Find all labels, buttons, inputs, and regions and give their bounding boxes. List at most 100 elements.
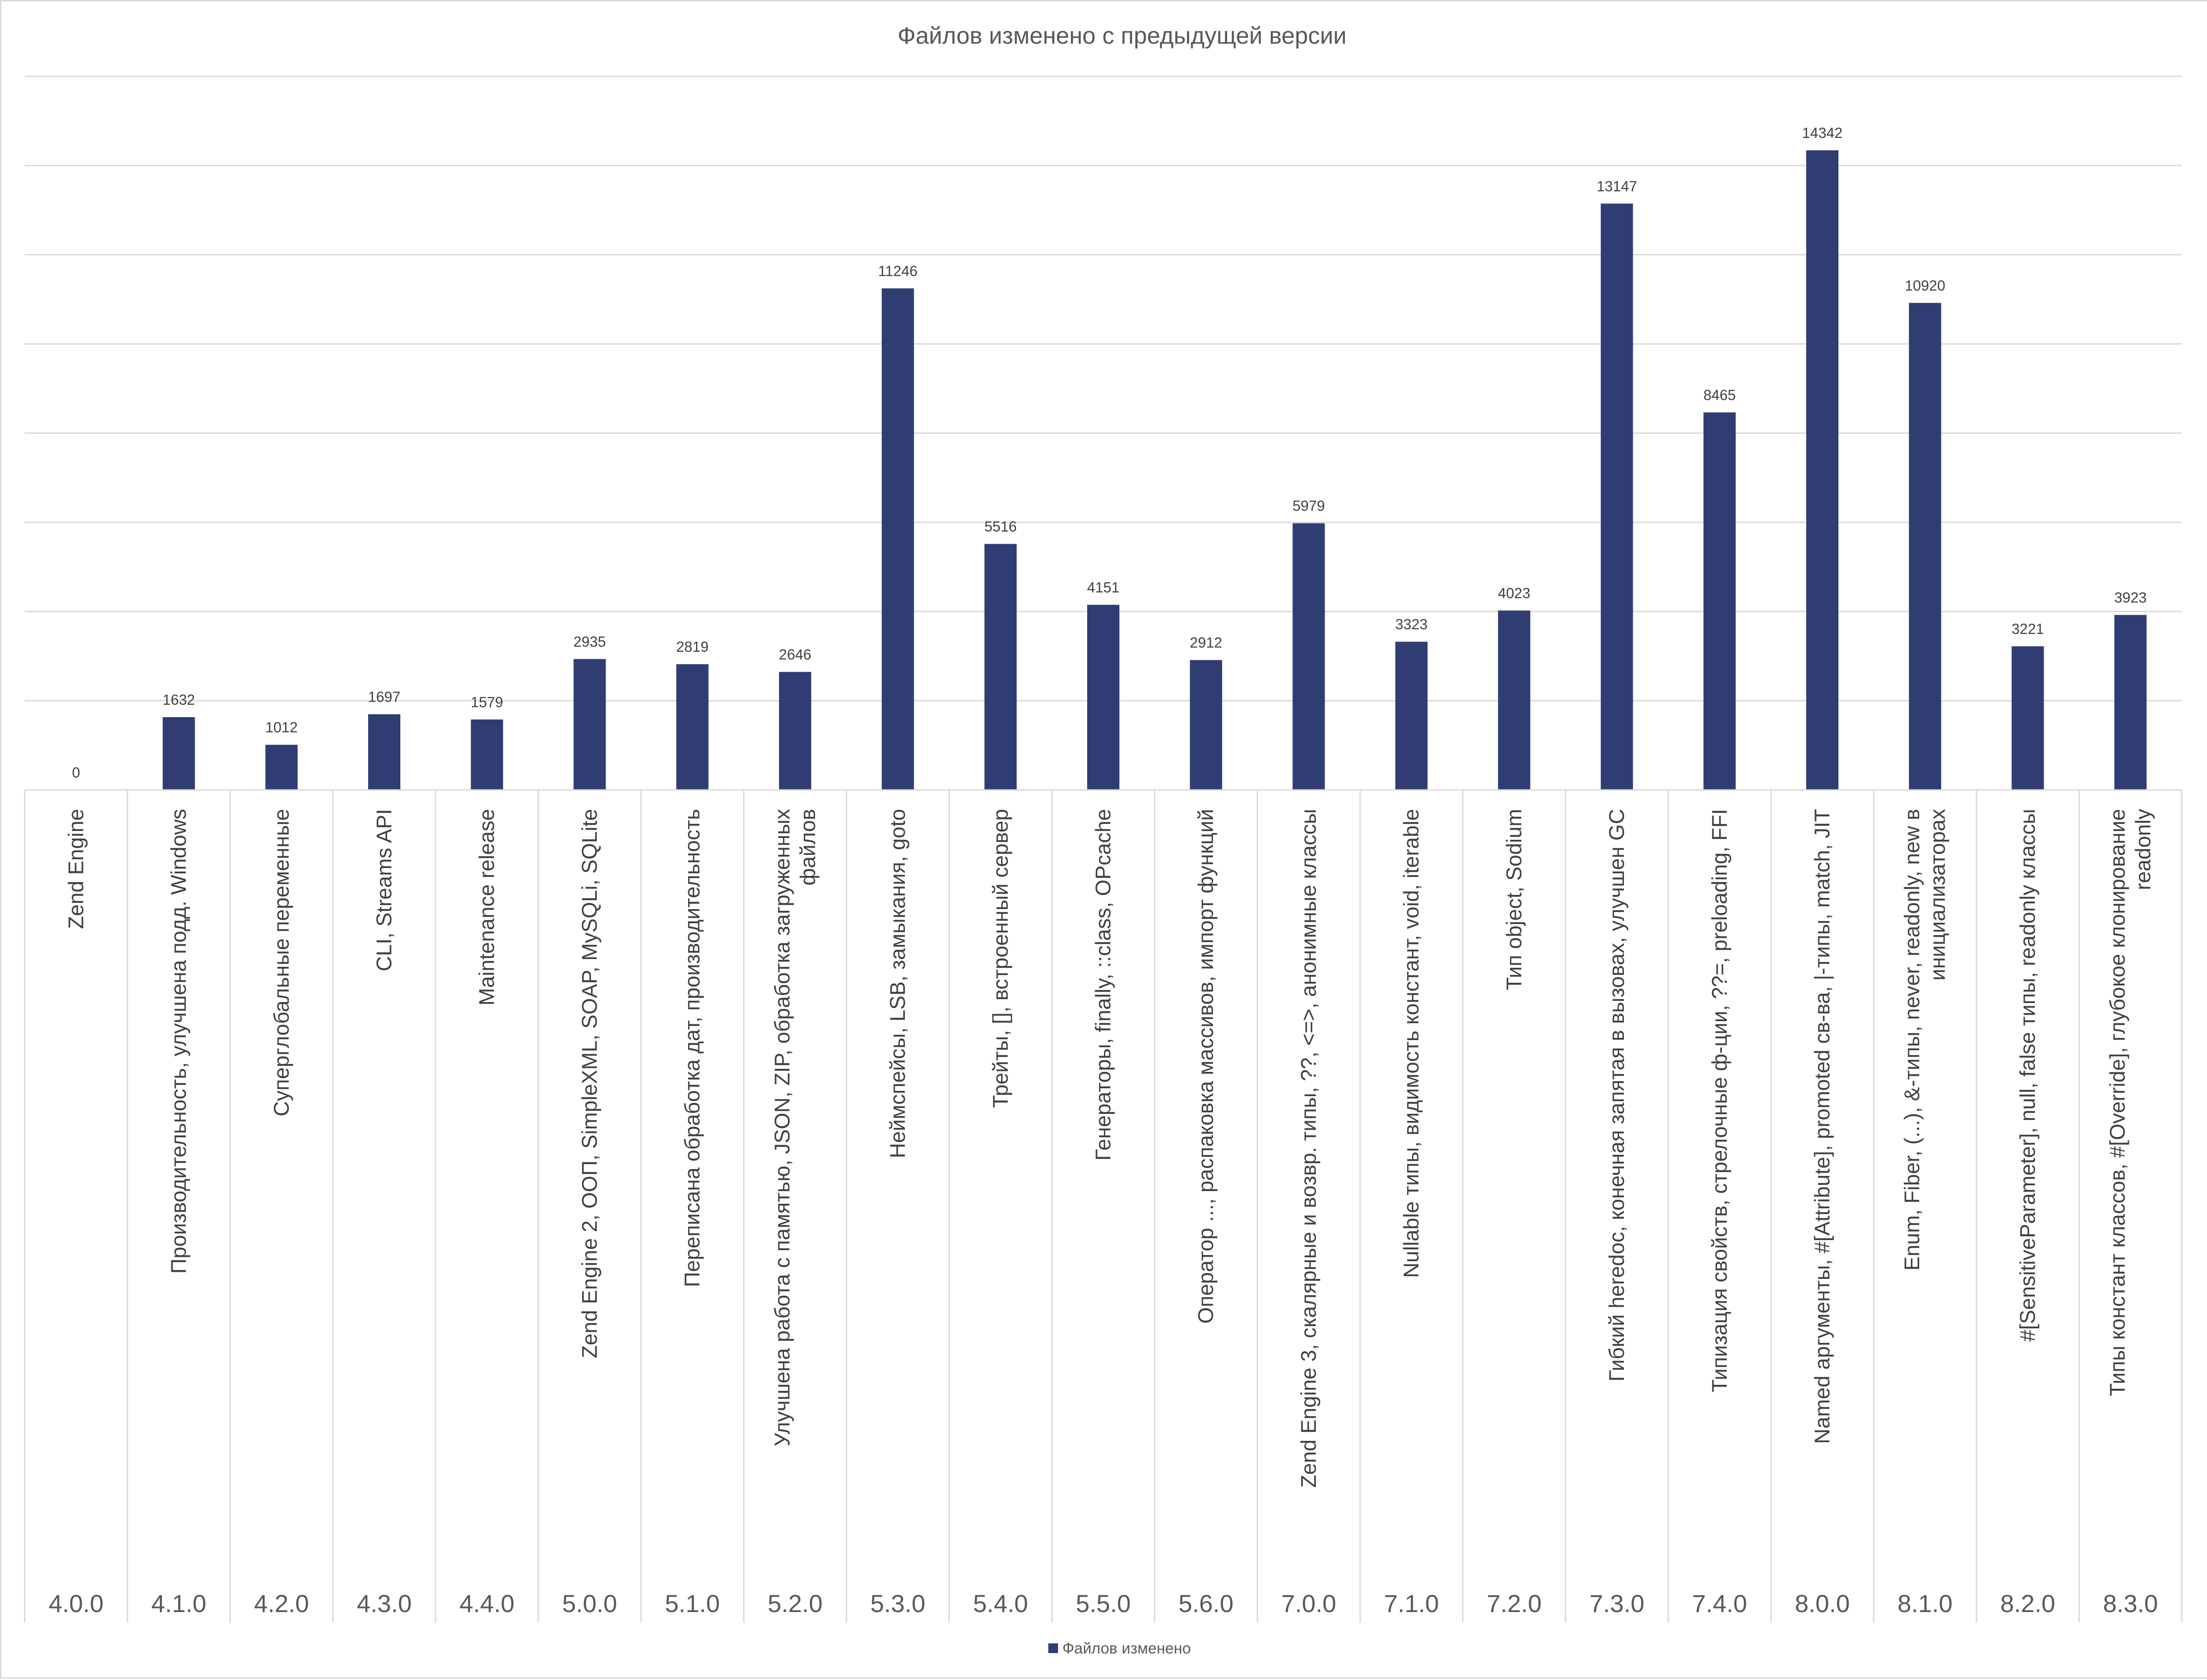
feature-label: CLI, Streams API — [373, 809, 396, 971]
version-label: 5.0.0 — [562, 1590, 618, 1617]
bar — [2011, 646, 2044, 790]
feature-label-line: Улучшена работа с памятью, JSON, ZIP, об… — [771, 809, 794, 1447]
version-label: 7.4.0 — [1692, 1590, 1748, 1617]
feature-label: Генераторы, finally, ::class, OPcache — [1092, 809, 1115, 1161]
data-label: 1012 — [265, 719, 298, 736]
version-label: 5.5.0 — [1076, 1590, 1131, 1617]
bar — [265, 744, 298, 790]
category-group: Переписана обработка дат, производительн… — [665, 809, 720, 1617]
feature-label: #[SensitiveParameter], null, false типы,… — [2016, 809, 2040, 1342]
category-group: Enum, Fiber, (...), &-типы, never, reado… — [1898, 809, 1953, 1617]
data-label: 4023 — [1498, 585, 1530, 601]
feature-label-line: файлов — [796, 809, 820, 886]
feature-label-line: Nullable типы, видимость констант, void,… — [1400, 809, 1424, 1278]
bar — [368, 714, 400, 790]
data-label: 3221 — [2011, 620, 2044, 637]
feature-label: Zend Engine — [64, 809, 88, 929]
bar — [1601, 203, 1633, 790]
feature-label-line: Гибкий heredoc, конечная запятая в вызов… — [1605, 809, 1629, 1382]
category-group: Типизация свойств, стрелочные ф-ции, ??=… — [1692, 809, 1748, 1617]
data-label: 0 — [72, 764, 80, 781]
feature-label: Суперглобальные переменные — [270, 809, 294, 1116]
data-label: 10920 — [1905, 277, 1945, 293]
data-label: 8465 — [1703, 387, 1736, 403]
feature-label-line: Производительность, улучшена подд. Windo… — [167, 809, 191, 1274]
data-label: 1579 — [471, 694, 503, 710]
category-group: Оператор ..., распаковка массивов, импор… — [1179, 809, 1234, 1617]
feature-label: Улучшена работа с памятью, JSON, ZIP, об… — [771, 809, 820, 1447]
feature-label-line: Zend Engine 3, скалярные и возвр. типы, … — [1297, 809, 1321, 1488]
feature-label-line: Трейты, [], встроенный сервер — [989, 809, 1013, 1108]
data-label: 2646 — [779, 646, 811, 663]
category-group: Гибкий heredoc, конечная запятая в вызов… — [1589, 809, 1645, 1617]
feature-label: Оператор ..., распаковка массивов, импор… — [1194, 809, 1218, 1323]
bar — [984, 544, 1017, 790]
bar — [573, 659, 606, 790]
chart-title: Файлов изменено с предыдущей версии — [897, 23, 1346, 49]
feature-label-line: Zend Engine — [64, 809, 88, 929]
legend: Файлов изменено — [1048, 1640, 1191, 1657]
bar — [1395, 642, 1428, 790]
feature-label-line: Maintenance release — [475, 809, 499, 1006]
feature-label: Переписана обработка дат, производительн… — [681, 809, 704, 1287]
version-label: 5.3.0 — [870, 1590, 926, 1617]
data-label: 2819 — [676, 639, 708, 655]
feature-label: Enum, Fiber, (...), &-типы, never, reado… — [1901, 809, 1950, 1270]
feature-label: Maintenance release — [475, 809, 499, 1006]
category-group: Типы констант классов, #[Override], глуб… — [2103, 809, 2158, 1617]
feature-label-line: #[SensitiveParameter], null, false типы,… — [2016, 809, 2040, 1342]
feature-label-line: Тип object, Sodium — [1503, 809, 1526, 990]
data-label: 13147 — [1597, 178, 1637, 194]
feature-label-line: Типизация свойств, стрелочные ф-ции, ??=… — [1708, 809, 1732, 1392]
category-group: Генераторы, finally, ::class, OPcache5.5… — [1076, 809, 1131, 1617]
category-group: CLI, Streams API 4.3.0 — [357, 809, 412, 1617]
feature-label: Типы констант классов, #[Override], глуб… — [2106, 809, 2155, 1396]
version-label: 7.1.0 — [1384, 1590, 1439, 1617]
bar — [162, 717, 195, 790]
version-label: 5.6.0 — [1179, 1590, 1234, 1617]
bar — [1292, 523, 1325, 790]
legend-swatch — [1048, 1643, 1058, 1653]
feature-label-line: readonly — [2132, 809, 2155, 890]
feature-label-line: Zend Engine 2, ООП, SimpleXML, SOAP, MyS… — [578, 809, 602, 1358]
category-group: Улучшена работа с памятью, JSON, ZIP, об… — [768, 809, 823, 1617]
bar — [471, 719, 503, 790]
category-group: Трейты, [], встроенный сервер 5.4.0 — [973, 809, 1028, 1617]
feature-label: Неймспейсы, LSB, замыкания, goto — [886, 809, 910, 1158]
feature-label: Тип object, Sodium — [1503, 809, 1526, 990]
version-label: 4.3.0 — [357, 1590, 412, 1617]
version-label: 8.0.0 — [1795, 1590, 1850, 1617]
feature-label-line: Генераторы, finally, ::class, OPcache — [1092, 809, 1115, 1161]
category-group: Maintenance release 4.4.0 — [459, 809, 515, 1617]
data-label: 2912 — [1190, 635, 1222, 651]
feature-label-line: Enum, Fiber, (...), &-типы, never, reado… — [1901, 809, 1924, 1270]
feature-label: Типизация свойств, стрелочные ф-ции, ??=… — [1708, 809, 1732, 1392]
data-label: 4151 — [1087, 579, 1119, 595]
bars: 0 1632 1012 1697 1579 2935 2819 2646 11246 5516 41… — [72, 125, 2147, 790]
feature-label: Zend Engine 2, ООП, SimpleXML, SOAP, MyS… — [578, 809, 602, 1358]
version-label: 4.2.0 — [254, 1590, 309, 1617]
category-group: Zend Engine 3, скалярные и возвр. типы, … — [1281, 809, 1337, 1617]
feature-label-line: инициализаторах — [1926, 809, 1950, 981]
bar — [1703, 412, 1736, 790]
feature-label-line: Типы констант классов, #[Override], глуб… — [2106, 809, 2130, 1396]
category-group: Named аргументы, #[Attribute], promoted … — [1795, 809, 1850, 1617]
data-label: 5516 — [984, 519, 1017, 535]
category-group: Zend Engine 2, ООП, SimpleXML, SOAP, MyS… — [562, 809, 618, 1617]
data-label: 1632 — [162, 692, 195, 708]
data-label: 14342 — [1802, 125, 1843, 141]
version-label: 7.3.0 — [1589, 1590, 1645, 1617]
data-label: 3923 — [2114, 590, 2147, 606]
version-label: 5.4.0 — [973, 1590, 1028, 1617]
bar — [1087, 605, 1119, 790]
data-label: 11246 — [878, 263, 917, 279]
legend-label: Файлов изменено — [1062, 1640, 1191, 1657]
version-label: 8.1.0 — [1898, 1590, 1953, 1617]
feature-label: Named аргументы, #[Attribute], promoted … — [1811, 809, 1834, 1444]
feature-label: Производительность, улучшена подд. Windo… — [167, 809, 191, 1274]
data-label: 3323 — [1395, 616, 1427, 632]
version-label: 7.2.0 — [1487, 1590, 1542, 1617]
version-label: 5.2.0 — [768, 1590, 823, 1617]
data-label: 5979 — [1292, 498, 1325, 514]
